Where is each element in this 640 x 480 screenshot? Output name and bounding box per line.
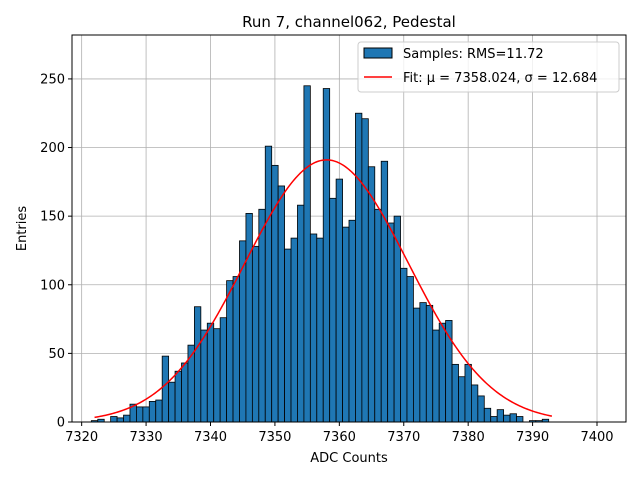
histogram-bar <box>181 362 189 423</box>
x-tick-label: 7330 <box>130 430 163 445</box>
histogram-bar <box>355 112 363 423</box>
histogram-bar <box>329 197 337 423</box>
histogram-bar <box>413 307 421 423</box>
histogram-bar <box>516 416 524 423</box>
histogram-bar <box>213 328 221 423</box>
histogram-bar <box>483 407 492 423</box>
histogram-bars <box>90 85 550 423</box>
histogram-bar <box>380 160 389 423</box>
legend: Samples: RMS=11.72 Fit: μ = 7358.024, σ … <box>357 41 620 93</box>
x-axis-label: ADC Counts <box>310 451 388 466</box>
x-tick-label: 7340 <box>194 430 227 445</box>
histogram-bar <box>264 145 273 423</box>
histogram-bar <box>219 317 228 423</box>
histogram-bar <box>110 416 118 423</box>
fit-curve <box>94 159 553 419</box>
x-tick-label: 7320 <box>65 430 98 445</box>
histogram-bar <box>123 414 131 423</box>
histogram-bar <box>503 414 511 423</box>
histogram-bar <box>155 399 163 423</box>
x-tick-label: 7390 <box>516 430 549 445</box>
histogram-bar <box>277 185 285 423</box>
histogram-bar <box>470 384 479 423</box>
histogram-bar <box>200 329 208 423</box>
histogram-bar <box>174 370 182 423</box>
histogram-bar <box>406 276 414 423</box>
y-tick-label: 250 <box>40 72 65 87</box>
histogram-bar <box>419 302 427 423</box>
histogram-bar <box>509 413 517 423</box>
legend-label-samples: Samples: RMS=11.72 <box>403 47 544 62</box>
histogram-bar <box>335 178 343 423</box>
histogram-bar <box>148 401 157 423</box>
histogram-bar <box>322 88 331 423</box>
x-tick-label: 7350 <box>258 430 291 445</box>
histogram-bar <box>464 363 472 423</box>
histogram-bar <box>438 322 447 423</box>
x-axis-ticks: 7320 7330 7340 7350 7360 7370 7380 7390 7400 <box>65 422 614 445</box>
histogram-bar <box>348 219 356 423</box>
x-tick-label: 7380 <box>452 430 485 445</box>
histogram-bar <box>387 222 395 423</box>
histogram-bar <box>477 395 485 423</box>
y-axis-ticks: 0 50 100 150 200 250 <box>40 72 72 431</box>
histogram-bar <box>297 204 305 423</box>
histogram-bar <box>168 381 176 423</box>
histogram-bar <box>193 306 202 423</box>
histogram-bar <box>226 280 234 423</box>
histogram-bar <box>496 409 505 423</box>
histogram-bar <box>142 406 150 423</box>
histogram-bar <box>451 363 459 423</box>
legend-label-fit: Fit: μ = 7358.024, σ = 12.684 <box>403 71 597 86</box>
histogram-bar <box>367 166 376 423</box>
histogram-bar <box>316 237 324 423</box>
histogram-bar <box>206 322 215 423</box>
histogram-bar <box>432 329 440 423</box>
y-tick-label: 100 <box>40 278 65 293</box>
histogram-bar <box>342 226 350 423</box>
histogram-bar <box>284 248 292 423</box>
histogram-bar <box>116 417 124 423</box>
histogram-bar <box>361 118 369 423</box>
histogram-bar <box>290 237 298 423</box>
histogram-bar <box>258 208 266 423</box>
x-tick-label: 7400 <box>580 430 613 445</box>
histogram-bar <box>232 276 240 423</box>
y-tick-label: 50 <box>48 347 65 362</box>
histogram-bar <box>400 267 408 423</box>
histogram-bar <box>251 245 260 423</box>
y-axis-label: Entries <box>15 206 30 252</box>
histogram-bar <box>425 304 434 423</box>
histogram-bar <box>490 416 498 423</box>
y-tick-label: 0 <box>57 416 65 431</box>
y-tick-label: 200 <box>40 141 65 156</box>
histogram-bar <box>303 85 311 423</box>
histogram-bar <box>458 376 466 423</box>
chart-title: Run 7, channel062, Pedestal <box>242 13 456 31</box>
y-tick-label: 150 <box>40 210 65 225</box>
plot-frame <box>71 34 627 423</box>
x-tick-label: 7360 <box>323 430 356 445</box>
histogram-bar <box>161 355 170 423</box>
histogram-bar <box>374 208 382 423</box>
legend-swatch-samples <box>363 47 393 59</box>
legend-box <box>357 41 620 93</box>
histogram-bar <box>136 406 144 423</box>
x-tick-label: 7370 <box>387 430 420 445</box>
histogram-bar <box>309 233 318 423</box>
histogram-bar <box>245 213 253 423</box>
